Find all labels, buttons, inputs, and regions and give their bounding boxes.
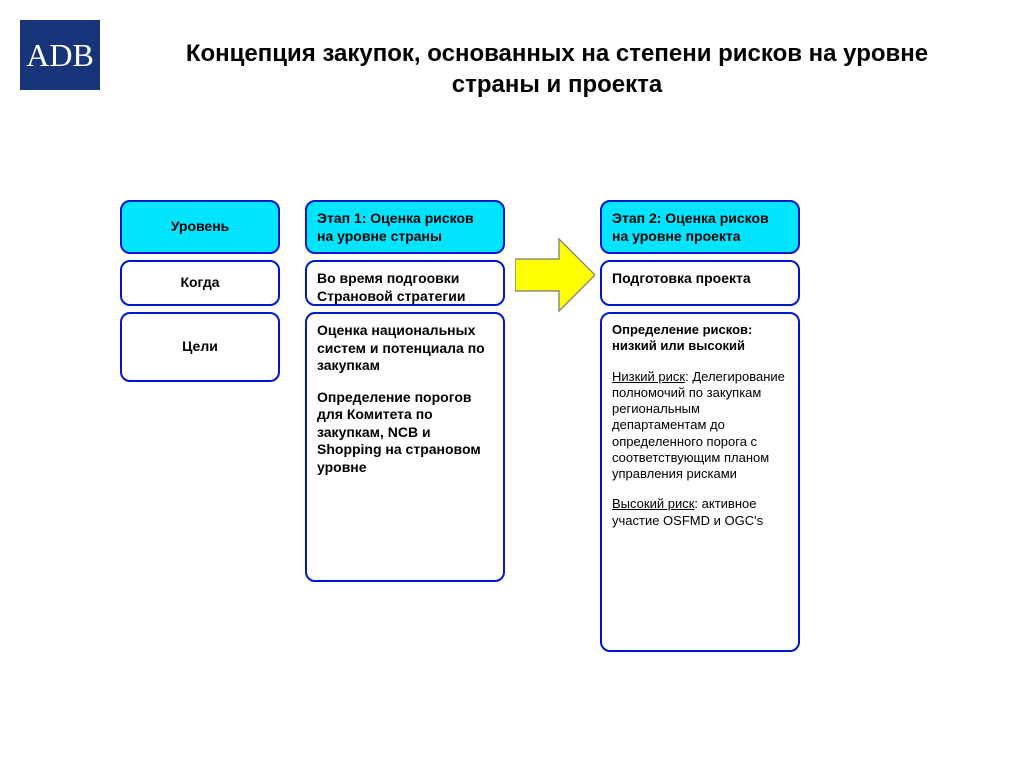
labels-level-box: Уровень (120, 200, 280, 254)
labels-goals-text: Цели (182, 338, 218, 356)
stage2-goals-heading: Определение рисков: низкий или высокий (612, 322, 752, 353)
arrow-icon (515, 235, 595, 315)
stage2-when-text: Подготовка проекта (612, 270, 751, 286)
labels-goals-box: Цели (120, 312, 280, 382)
stage2-goals-box: Определение рисков: низкий или высокий Н… (600, 312, 800, 652)
labels-when-box: Когда (120, 260, 280, 306)
labels-column: Уровень Когда Цели (120, 200, 280, 382)
stage1-header-box: Этап 1: Оценка рисков на уровне страны (305, 200, 505, 254)
stage1-when-box: Во время подгоовки Страновой стратегии (305, 260, 505, 306)
stage1-goals-box: Оценка национальных систем и потенциала … (305, 312, 505, 582)
stage1-header-text: Этап 1: Оценка рисков на уровне страны (317, 210, 474, 244)
logo-text: ADB (26, 37, 94, 74)
stage1-when-text: Во время подгоовки Страновой стратегии (317, 270, 465, 304)
logo: ADB (20, 20, 100, 90)
stage2-when-box: Подготовка проекта (600, 260, 800, 306)
stage1-column: Этап 1: Оценка рисков на уровне страны В… (305, 200, 505, 582)
stage1-goals-p2: Определение порогов для Комитета по заку… (317, 389, 493, 477)
stage2-header-text: Этап 2: Оценка рисков на уровне проекта (612, 210, 769, 244)
stage2-header-box: Этап 2: Оценка рисков на уровне проекта (600, 200, 800, 254)
stage2-high-label: Высокий риск (612, 496, 694, 511)
stage1-goals-p1: Оценка национальных систем и потенциала … (317, 322, 493, 375)
stage2-low-label: Низкий риск (612, 369, 685, 384)
labels-level-text: Уровень (171, 218, 230, 236)
stage2-column: Этап 2: Оценка рисков на уровне проекта … (600, 200, 800, 652)
stage2-low-text: : Делегирование полномочий по закупкам р… (612, 369, 785, 482)
labels-when-text: Когда (180, 274, 219, 292)
page-title: Концепция закупок, основанных на степени… (150, 38, 964, 100)
